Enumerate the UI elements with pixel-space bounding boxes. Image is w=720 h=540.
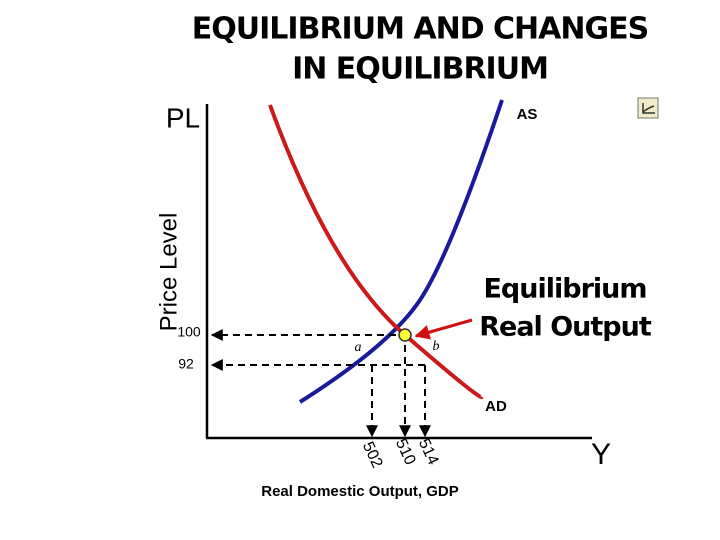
x-short-label: Y (591, 438, 611, 471)
title-line: IN EQUILIBRIUM (292, 52, 548, 87)
supply-label: AS (517, 106, 538, 123)
x-axis-label: Real Domestic Output, GDP (261, 483, 459, 500)
output-label: 502 (359, 439, 386, 470)
axes (205, 104, 592, 440)
callout-line: Equilibrium (483, 274, 646, 305)
y-short-label: PL (166, 102, 200, 133)
point-label: a (355, 340, 362, 355)
title-line: EQUILIBRIUM AND CHANGES (192, 12, 648, 47)
callout-line: Real Output (479, 312, 652, 343)
price-label: 92 (178, 356, 194, 372)
y-axis-label: Price Level (155, 213, 182, 332)
supply-curve (298, 99, 504, 404)
guide-lines (210, 329, 431, 438)
output-label: 514 (415, 436, 442, 467)
demand-curve (268, 104, 484, 400)
output-label: 510 (392, 436, 419, 467)
price-label: 100 (177, 324, 201, 340)
equilibrium-point (398, 328, 412, 342)
icon (637, 97, 659, 119)
point-label: b (433, 339, 440, 354)
callout-arrow (414, 318, 473, 340)
demand-label: AD (485, 398, 507, 415)
